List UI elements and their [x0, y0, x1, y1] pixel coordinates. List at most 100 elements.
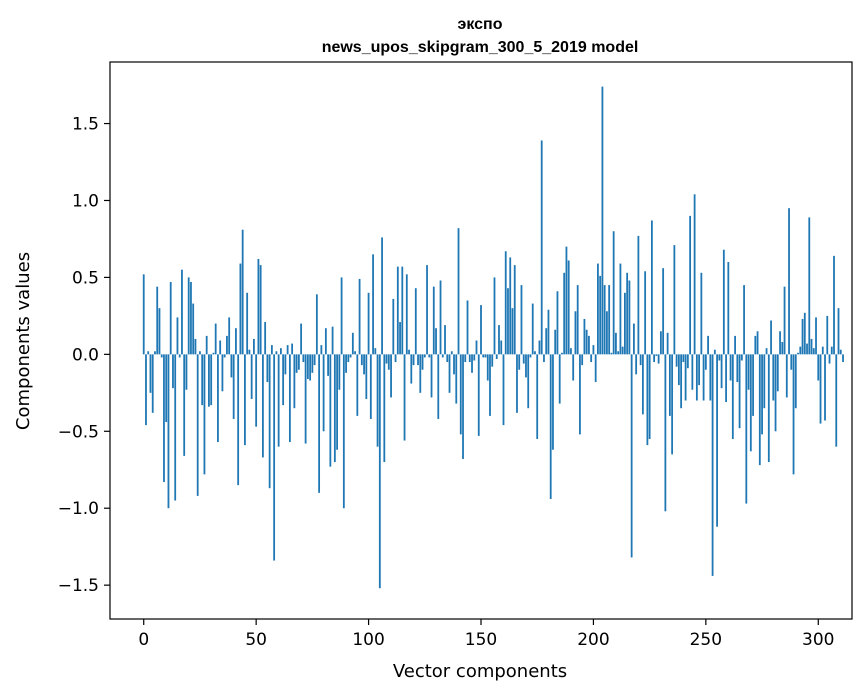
bar-265: [738, 354, 741, 429]
bar-179: [545, 328, 548, 355]
bar-21: [190, 282, 192, 355]
bar-174: [534, 351, 536, 355]
bar-14: [174, 354, 177, 501]
bar-158: [498, 325, 500, 355]
bar-97: [360, 354, 363, 366]
bar-24: [196, 354, 199, 496]
bar-89: [342, 354, 345, 509]
bar-44: [241, 229, 244, 355]
bar-237: [675, 354, 678, 367]
bar-18: [183, 354, 186, 456]
bar-279: [770, 320, 772, 355]
bar-63: [284, 354, 287, 375]
bar-169: [522, 354, 525, 364]
bar-236: [673, 245, 676, 355]
bar-76: [313, 354, 316, 366]
bar-61: [279, 348, 282, 355]
bar-35: [221, 354, 224, 392]
bar-255: [716, 354, 718, 527]
bar-25: [199, 351, 201, 355]
bar-264: [736, 354, 739, 383]
bar-86: [336, 354, 338, 450]
bar-23: [194, 338, 197, 355]
bar-230: [659, 331, 662, 355]
bar-13: [172, 354, 174, 389]
bar-16: [178, 354, 181, 358]
bar-52: [259, 265, 262, 355]
bar-228: [655, 354, 658, 356]
y-tick-label-6: 1.5: [72, 115, 99, 135]
bar-164: [511, 308, 514, 355]
bar-216: [628, 280, 631, 355]
bar-68: [295, 354, 298, 373]
bar-251: [707, 335, 709, 355]
bar-38: [228, 317, 231, 355]
bar-224: [646, 354, 649, 446]
bar-106: [381, 237, 383, 355]
bar-267: [743, 285, 745, 355]
bar-213: [621, 346, 624, 355]
bar-70: [300, 323, 303, 355]
bar-280: [772, 354, 775, 401]
bar-153: [486, 354, 489, 381]
bar-87: [338, 354, 341, 390]
bar-104: [376, 354, 379, 447]
bar-110: [390, 354, 392, 398]
bar-211: [617, 351, 620, 355]
bar-186: [561, 352, 563, 355]
bar-302: [821, 346, 824, 355]
bar-27: [203, 354, 206, 475]
bar-243: [689, 215, 692, 355]
x-axis: 0 50 100 150 200 250 300: [138, 619, 834, 650]
bar-112: [394, 354, 397, 363]
bar-244: [691, 354, 694, 390]
bar-102: [372, 254, 374, 355]
bar-127: [428, 354, 431, 358]
bar-10: [165, 354, 168, 423]
bar-167: [518, 354, 521, 370]
bar-245: [693, 194, 696, 355]
bar-292: [799, 346, 802, 355]
bar-238: [677, 354, 680, 386]
x-tick-label-5: 250: [690, 630, 722, 650]
bar-272: [754, 335, 757, 355]
bar-197: [585, 329, 588, 355]
bar-46: [246, 292, 249, 355]
bar-229: [657, 354, 660, 364]
chart-title: экспо: [458, 16, 503, 33]
bar-310: [839, 349, 842, 355]
bar-287: [788, 208, 790, 355]
bar-284: [781, 342, 784, 355]
y-tick-label-2: −0.5: [58, 422, 99, 442]
bar-261: [729, 354, 732, 381]
bar-183: [554, 329, 557, 355]
bar-114: [399, 322, 401, 355]
y-tick-label-3: 0.0: [72, 345, 99, 365]
bar-293: [801, 318, 804, 355]
bar-28: [205, 335, 208, 355]
bar-306: [830, 346, 833, 355]
bar-231: [662, 268, 665, 355]
bar-73: [306, 354, 309, 379]
bar-90: [345, 354, 347, 373]
x-tick-label-3: 150: [465, 630, 497, 650]
bar-239: [680, 354, 683, 409]
bar-29: [208, 354, 210, 407]
bar-235: [671, 354, 674, 455]
bar-294: [803, 312, 806, 355]
bar-12: [169, 282, 172, 355]
bar-123: [419, 354, 422, 393]
bar-100: [367, 292, 370, 355]
bar-108: [385, 354, 388, 364]
bar-220: [637, 235, 640, 355]
bar-88: [340, 277, 343, 355]
bar-278: [767, 354, 770, 463]
bar-17: [181, 269, 183, 355]
bar-304: [826, 315, 829, 355]
bar-241: [684, 354, 687, 401]
bar-187: [563, 272, 566, 355]
bar-285: [783, 286, 786, 355]
bar-133: [441, 354, 444, 358]
bar-218: [633, 323, 635, 355]
bar-3: [149, 354, 152, 393]
